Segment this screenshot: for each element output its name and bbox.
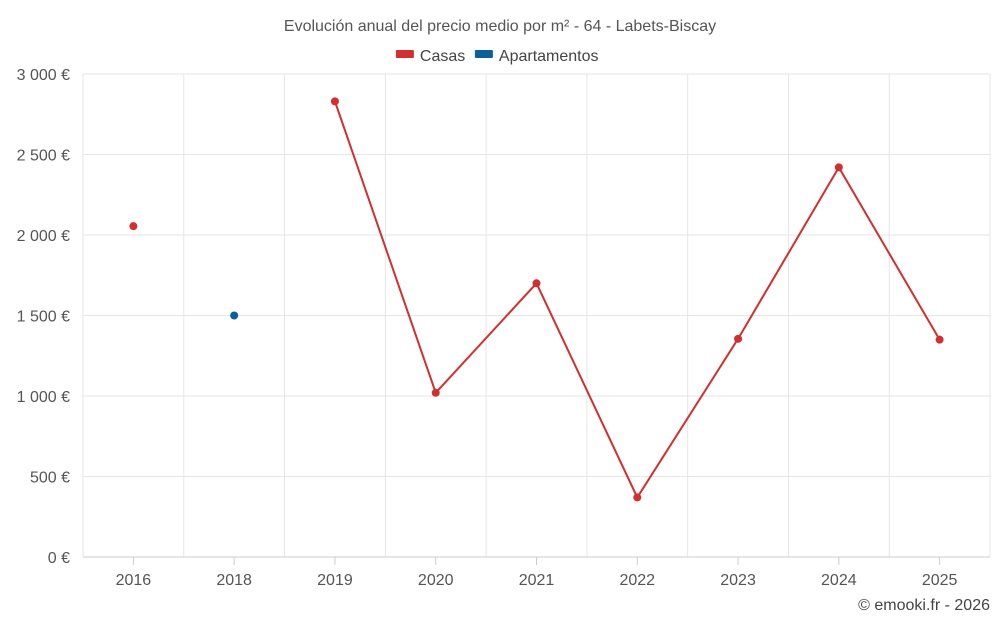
x-tick-label: 2020 (418, 572, 454, 589)
data-point[interactable] (129, 222, 138, 231)
series-casas (129, 97, 944, 502)
x-tick-label: 2024 (821, 572, 857, 589)
x-tick-label: 2022 (619, 572, 655, 589)
legend-label: Casas (420, 48, 465, 65)
y-tick-label: 1 500 € (17, 309, 70, 326)
x-tick-label: 2025 (922, 572, 958, 589)
y-tick-label: 2 000 € (17, 228, 70, 245)
credit-text: © emooki.fr - 2026 (858, 597, 990, 614)
data-point[interactable] (532, 279, 541, 288)
x-axis: 2016 2018 2019 2020 2021 2022 2023 2024 2025 (116, 557, 958, 589)
x-tick-label: 2018 (216, 572, 252, 589)
y-tick-label: 2 500 € (17, 148, 70, 165)
legend-item-apartamentos[interactable]: Apartamentos (474, 48, 599, 65)
y-tick-label: 1 000 € (17, 389, 70, 406)
legend-item-casas[interactable]: Casas (395, 48, 465, 65)
data-point[interactable] (834, 163, 843, 172)
legend-swatch (474, 50, 493, 58)
x-tick-label: 2021 (519, 572, 555, 589)
data-point[interactable] (230, 311, 239, 320)
data-point[interactable] (734, 334, 743, 343)
y-tick-label: 3 000 € (17, 67, 70, 84)
legend[interactable]: Casas Apartamentos (395, 48, 599, 65)
legend-label: Apartamentos (499, 48, 599, 65)
y-tick-label: 0 € (48, 550, 70, 567)
series-line (333, 101, 941, 500)
series-apartamentos (230, 311, 239, 320)
y-axis: 0 € 500 € 1 000 € 1 500 € 2 000 € 2 500 € 3 00… (17, 67, 70, 567)
series-layer (129, 97, 944, 502)
data-point[interactable] (935, 335, 944, 344)
x-tick-label: 2023 (720, 572, 756, 589)
grid-lines (82, 73, 991, 558)
x-tick-label: 2019 (317, 572, 353, 589)
data-point[interactable] (633, 493, 642, 502)
legend-swatch (395, 50, 414, 58)
x-tick-label: 2016 (116, 572, 152, 589)
y-tick-label: 500 € (30, 470, 70, 487)
data-point[interactable] (431, 388, 440, 397)
chart-title: Evolución anual del precio medio por m² … (284, 18, 716, 35)
data-point[interactable] (330, 97, 339, 106)
